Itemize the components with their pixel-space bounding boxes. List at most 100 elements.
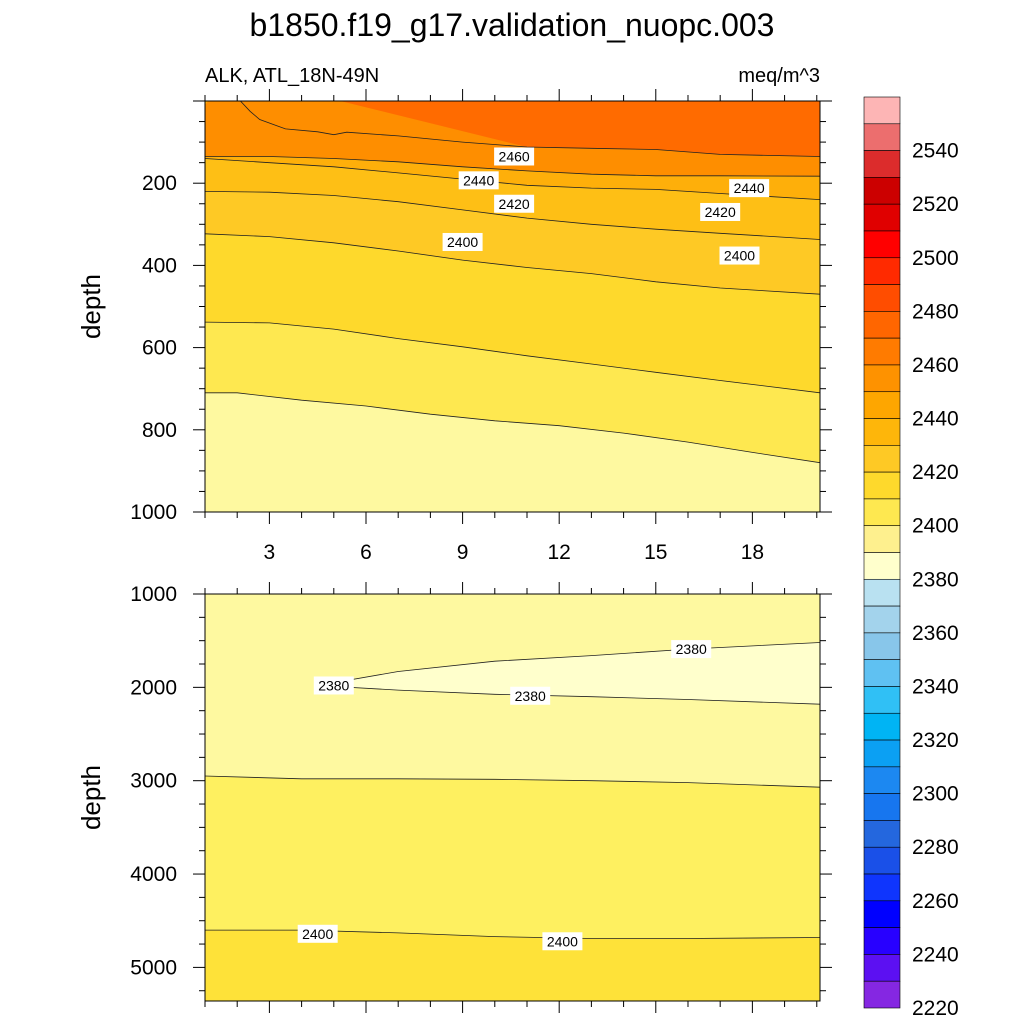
colorbar-swatch <box>863 257 901 285</box>
contour-label-text: 2380 <box>676 641 707 657</box>
contour-line <box>205 392 820 464</box>
colorbar-swatch <box>863 311 901 339</box>
colorbar-swatch <box>863 980 901 1009</box>
colorbar-swatch <box>863 96 901 125</box>
x-tick-label: 18 <box>741 541 764 564</box>
contour-label: 2400 <box>542 932 583 951</box>
colorbar-label: 2340 <box>912 675 959 698</box>
x-tick-label: 15 <box>644 541 667 564</box>
colorbar: 2540 2520 2500 2480 2460 2440 2420 2400 2380 2360… <box>863 96 959 1020</box>
contour-label: 2380 <box>510 686 551 705</box>
contour-line <box>205 321 820 394</box>
contour-label: 2380 <box>671 640 712 659</box>
contour-label: 2420 <box>700 202 741 221</box>
colorbar-swatch <box>863 123 901 151</box>
contour-band <box>205 930 820 1001</box>
colorbar-swatch <box>863 337 901 366</box>
y-tick-label: 1000 <box>130 501 177 524</box>
y-tick-label: 800 <box>142 419 177 442</box>
contour-label-text: 2440 <box>734 180 765 196</box>
y-axis-label: depth <box>76 274 106 339</box>
colorbar-label: 2420 <box>912 461 959 484</box>
y-tick-label: 5000 <box>130 956 177 979</box>
colorbar-swatch <box>863 766 901 794</box>
colorbar-swatch <box>863 954 901 982</box>
contour-label: 2400 <box>719 246 760 265</box>
contour-label: 2440 <box>458 171 499 190</box>
x-tick-label: 12 <box>548 541 571 564</box>
colorbar-label: 2280 <box>912 836 959 859</box>
y-tick-label: 600 <box>142 337 177 360</box>
colorbar-swatch <box>863 230 901 259</box>
colorbar-label: 2380 <box>912 568 959 591</box>
colorbar-label: 2240 <box>912 943 959 966</box>
colorbar-swatch <box>863 284 901 312</box>
colorbar-swatch <box>863 552 901 580</box>
contour-label: 2460 <box>494 147 535 166</box>
contour-label-text: 2440 <box>463 172 494 188</box>
contour-line <box>205 233 820 295</box>
contour-label: 2400 <box>297 924 338 943</box>
colorbar-swatch <box>863 418 901 446</box>
colorbar-swatch <box>863 846 901 875</box>
colorbar-swatch <box>863 498 901 527</box>
colorbar-swatch <box>863 177 901 205</box>
colorbar-swatch <box>863 578 901 607</box>
colorbar-label: 2260 <box>912 890 959 913</box>
colorbar-label: 2540 <box>912 140 959 163</box>
contour-label-text: 2460 <box>499 148 530 164</box>
y-tick-label: 2000 <box>130 676 177 699</box>
colorbar-swatch <box>863 927 901 955</box>
contour-label-text: 2400 <box>547 933 578 949</box>
colorbar-label: 2460 <box>912 354 959 377</box>
colorbar-swatch <box>863 471 901 500</box>
contour-label-text: 2380 <box>318 677 349 693</box>
y-tick-label: 4000 <box>130 863 177 886</box>
contour-label-text: 2420 <box>705 204 736 220</box>
colorbar-label: 2520 <box>912 193 959 216</box>
y-tick-label: 200 <box>142 172 177 195</box>
plot-frame <box>204 593 821 1002</box>
colorbar-swatch <box>863 659 901 687</box>
contour-label: 2440 <box>729 179 770 198</box>
x-tick-label: 9 <box>457 541 469 564</box>
y-tick-label: 1000 <box>130 583 177 606</box>
colorbar-swatch <box>863 605 901 634</box>
colorbar-swatch <box>863 445 901 473</box>
contour-line <box>205 191 820 240</box>
contour-band <box>205 101 527 147</box>
contour-line <box>208 101 820 157</box>
contour-label: 2420 <box>494 194 535 213</box>
contour-label-text: 2400 <box>724 248 755 264</box>
colorbar-swatch <box>863 364 901 393</box>
x-tick-label: 3 <box>264 541 276 564</box>
colorbar-swatch <box>863 203 901 232</box>
colorbar-swatch <box>863 793 901 821</box>
colorbar-swatch <box>863 686 901 714</box>
contour-label-text: 2420 <box>499 196 530 212</box>
contour-label-text: 2400 <box>302 926 333 942</box>
chart-subtitle-left: ALK, ATL_18N-49N <box>205 65 379 87</box>
chart-title: b1850.f19_g17.validation_nuopc.003 <box>250 7 775 43</box>
contour-line <box>205 156 820 177</box>
colorbar-swatch <box>863 150 901 178</box>
colorbar-label: 2400 <box>912 515 959 538</box>
x-tick-label: 6 <box>360 541 372 564</box>
contour-label-text: 2380 <box>515 688 546 704</box>
colorbar-label: 2300 <box>912 783 959 806</box>
colorbar-label: 2500 <box>912 247 959 270</box>
chart-units: meq/m^3 <box>738 65 820 87</box>
contour-line <box>205 775 820 788</box>
contour-band <box>205 392 820 512</box>
colorbar-swatch <box>863 873 901 902</box>
upper-panel: 2460 2440 2440 2420 2420 2400 2400 3 6 9 12 15 18 200… <box>76 89 832 564</box>
colorbar-swatch <box>863 900 901 928</box>
colorbar-swatch <box>863 391 901 419</box>
colorbar-swatch <box>863 739 901 768</box>
colorbar-label: 2220 <box>912 997 959 1020</box>
colorbar-label: 2440 <box>912 408 959 431</box>
y-tick-label: 400 <box>142 254 177 277</box>
y-axis-label: depth <box>76 765 106 830</box>
contour-band <box>205 101 209 105</box>
